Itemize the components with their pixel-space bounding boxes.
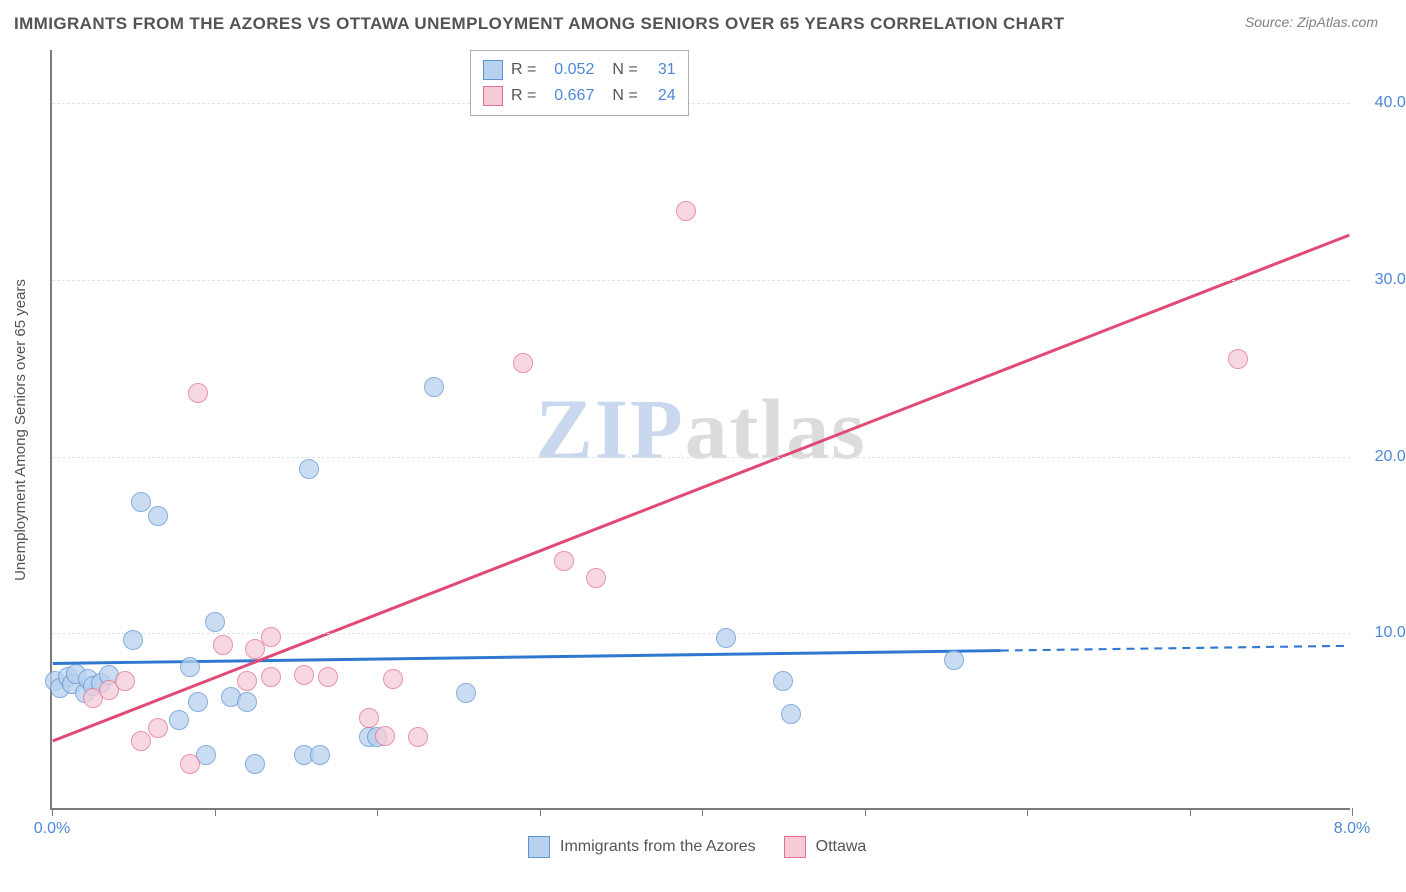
stats-r-label: R =: [511, 61, 536, 79]
scatter-point: [261, 627, 281, 647]
scatter-point: [676, 201, 696, 221]
scatter-point: [586, 568, 606, 588]
scatter-point: [299, 459, 319, 479]
legend-swatch: [528, 836, 550, 858]
legend-label: Ottawa: [816, 838, 867, 856]
stats-n-value: 24: [646, 87, 676, 105]
x-tick-label: 0.0%: [34, 820, 70, 838]
plot-area: ZIPatlas 10.0%20.0%30.0%40.0%0.0%8.0%: [50, 50, 1350, 810]
scatter-point: [213, 635, 233, 655]
trend-line-dashed: [1001, 646, 1349, 651]
gridline: [52, 103, 1350, 104]
x-tick: [1190, 808, 1191, 816]
x-tick: [1352, 808, 1353, 816]
stats-row: R = 0.667 N = 24: [483, 83, 676, 109]
scatter-point: [169, 710, 189, 730]
scatter-point: [773, 671, 793, 691]
x-tick: [377, 808, 378, 816]
stats-n-label: N =: [612, 87, 637, 105]
scatter-point: [424, 377, 444, 397]
legend-swatch: [483, 60, 503, 80]
scatter-point: [359, 708, 379, 728]
stats-row: R = 0.052 N = 31: [483, 57, 676, 83]
y-tick-label: 20.0%: [1360, 448, 1406, 466]
stats-r-label: R =: [511, 87, 536, 105]
scatter-point: [294, 665, 314, 685]
y-tick-label: 40.0%: [1360, 94, 1406, 112]
scatter-point: [148, 718, 168, 738]
scatter-point: [513, 353, 533, 373]
gridline: [52, 280, 1350, 281]
scatter-point: [383, 669, 403, 689]
scatter-point: [310, 745, 330, 765]
scatter-point: [554, 551, 574, 571]
scatter-point: [716, 628, 736, 648]
legend-label: Immigrants from the Azores: [560, 838, 756, 856]
scatter-point: [237, 671, 257, 691]
scatter-point: [180, 657, 200, 677]
scatter-point: [375, 726, 395, 746]
gridline: [52, 633, 1350, 634]
scatter-point: [1228, 349, 1248, 369]
scatter-point: [188, 692, 208, 712]
scatter-point: [237, 692, 257, 712]
y-tick-label: 10.0%: [1360, 624, 1406, 642]
scatter-point: [318, 667, 338, 687]
stats-r-value: 0.667: [544, 87, 594, 105]
source-attribution: Source: ZipAtlas.com: [1245, 14, 1378, 30]
legend-swatch: [483, 86, 503, 106]
scatter-point: [180, 754, 200, 774]
y-tick-label: 30.0%: [1360, 271, 1406, 289]
bottom-legend: Immigrants from the Azores Ottawa: [520, 834, 892, 860]
stats-legend-box: R = 0.052 N = 31 R = 0.667 N = 24: [470, 50, 689, 116]
x-tick: [52, 808, 53, 816]
x-tick: [702, 808, 703, 816]
trend-line: [53, 235, 1350, 741]
scatter-point: [123, 630, 143, 650]
legend-swatch: [784, 836, 806, 858]
scatter-point: [245, 754, 265, 774]
stats-n-label: N =: [612, 61, 637, 79]
x-tick: [540, 808, 541, 816]
stats-n-value: 31: [646, 61, 676, 79]
stats-r-value: 0.052: [544, 61, 594, 79]
y-axis-label: Unemployment Among Seniors over 65 years: [12, 279, 29, 581]
x-tick-label: 8.0%: [1334, 820, 1370, 838]
scatter-point: [944, 650, 964, 670]
x-tick: [865, 808, 866, 816]
scatter-point: [408, 727, 428, 747]
scatter-point: [261, 667, 281, 687]
scatter-point: [188, 383, 208, 403]
scatter-point: [131, 492, 151, 512]
scatter-point: [781, 704, 801, 724]
x-tick: [1027, 808, 1028, 816]
gridline: [52, 457, 1350, 458]
scatter-point: [456, 683, 476, 703]
scatter-point: [148, 506, 168, 526]
x-tick: [215, 808, 216, 816]
scatter-point: [115, 671, 135, 691]
chart-title: IMMIGRANTS FROM THE AZORES VS OTTAWA UNE…: [14, 14, 1065, 34]
scatter-point: [205, 612, 225, 632]
